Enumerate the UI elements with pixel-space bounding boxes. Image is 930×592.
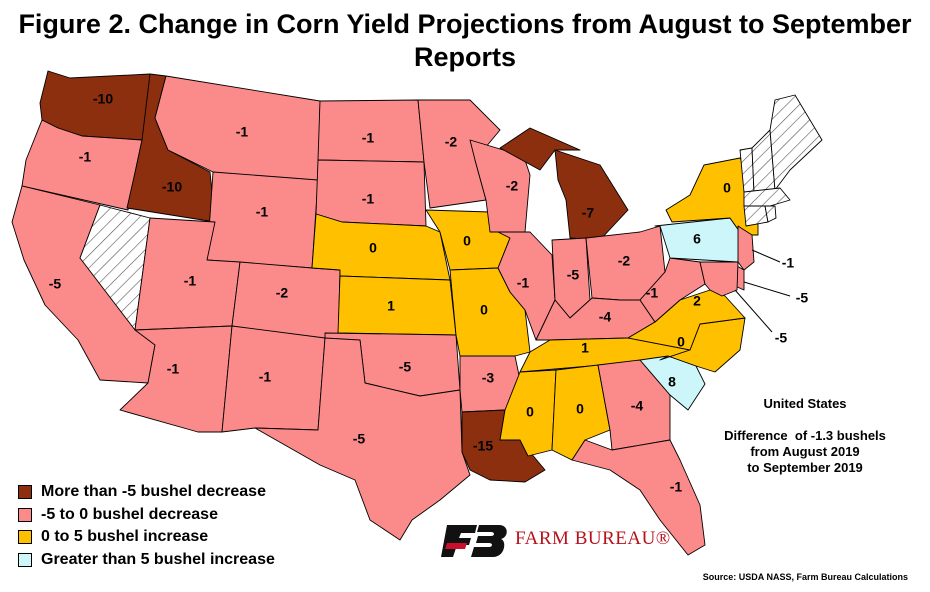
state-value-wy: -1 bbox=[256, 204, 269, 220]
state-value-az: -1 bbox=[167, 361, 180, 377]
state-value-sc: 8 bbox=[668, 374, 676, 390]
state-value-ca: -5 bbox=[49, 276, 62, 292]
state-nm bbox=[221, 325, 326, 433]
legend-label: 0 to 5 bushel increase bbox=[41, 528, 209, 546]
state-value-ar: -3 bbox=[482, 370, 495, 386]
state-value-ia: 0 bbox=[463, 233, 471, 249]
state-value-al: 0 bbox=[576, 401, 584, 417]
legend-swatch bbox=[18, 485, 32, 500]
state-value-fl: -1 bbox=[670, 479, 683, 495]
legend-label: Greater than 5 bushel increase bbox=[41, 550, 275, 568]
state-ma bbox=[743, 187, 791, 207]
state-value-ok: -5 bbox=[399, 359, 412, 375]
state-value-il: -1 bbox=[517, 275, 530, 291]
summary-line-3: to September 2019 bbox=[747, 460, 863, 475]
map-title: Figure 2. Change in Corn Yield Projectio… bbox=[18, 9, 912, 72]
farm-bureau-logo: FARM BUREAU® bbox=[441, 519, 671, 559]
state-value-pa: 6 bbox=[693, 231, 701, 247]
state-il bbox=[497, 231, 556, 341]
state-md bbox=[699, 261, 739, 297]
farm-bureau-fb-icon bbox=[441, 525, 507, 557]
state-value-in: -5 bbox=[567, 267, 580, 283]
state-value-ny: 0 bbox=[723, 180, 731, 196]
state-wy bbox=[206, 171, 319, 269]
state-ks bbox=[337, 275, 457, 336]
state-value-md: -5 bbox=[775, 330, 788, 346]
callout-line-nj bbox=[751, 249, 781, 263]
state-ri bbox=[764, 205, 777, 223]
state-value-ut: -1 bbox=[184, 273, 197, 289]
state-value-mo: 0 bbox=[480, 302, 488, 318]
legend-item: 0 to 5 bushel increase bbox=[18, 526, 275, 549]
state-value-sd: -1 bbox=[362, 191, 375, 207]
state-va bbox=[627, 289, 746, 351]
state-value-nc: 0 bbox=[677, 334, 685, 350]
state-value-oh: -2 bbox=[618, 253, 631, 269]
legend-item: More than -5 bushel decrease bbox=[18, 481, 275, 504]
state-value-ga: -4 bbox=[631, 398, 644, 414]
legend-label: More than -5 bushel decrease bbox=[41, 483, 266, 501]
state-value-va: 2 bbox=[693, 293, 701, 309]
state-value-wv: -1 bbox=[646, 285, 659, 301]
callout-line-md bbox=[734, 289, 773, 333]
legend-item: -5 to 0 bushel decrease bbox=[18, 504, 275, 527]
state-value-wa: -10 bbox=[93, 91, 113, 107]
state-value-tn: 1 bbox=[581, 340, 589, 356]
legend-swatch bbox=[18, 530, 32, 545]
state-value-co: -2 bbox=[276, 285, 289, 301]
state-value-nj: -1 bbox=[782, 255, 795, 271]
state-value-mi: -7 bbox=[582, 205, 595, 221]
state-value-nd: -1 bbox=[362, 130, 375, 146]
national-summary: United States Difference of -1.3 bushels… bbox=[700, 396, 910, 476]
farm-bureau-wordmark: FARM BUREAU® bbox=[515, 528, 671, 549]
legend-label: -5 to 0 bushel decrease bbox=[41, 505, 218, 523]
state-value-la: -15 bbox=[473, 438, 493, 454]
state-value-or: -1 bbox=[79, 149, 92, 165]
state-ct bbox=[743, 205, 769, 227]
state-nj bbox=[737, 225, 755, 271]
legend-swatch bbox=[18, 552, 32, 567]
callout-line-de bbox=[743, 281, 791, 297]
summary-title: United States bbox=[763, 396, 847, 411]
state-value-ky: -4 bbox=[599, 309, 612, 325]
state-value-ks: 1 bbox=[387, 298, 395, 314]
legend-swatch bbox=[18, 507, 32, 522]
legend: More than -5 bushel decrease -5 to 0 bush… bbox=[18, 481, 275, 571]
state-value-mn: -2 bbox=[445, 134, 458, 150]
source-note: Source: USDA NASS, Farm Bureau Calculati… bbox=[702, 572, 908, 582]
state-value-de: -5 bbox=[796, 290, 809, 306]
state-value-id: -10 bbox=[162, 179, 182, 195]
state-value-ms: 0 bbox=[526, 404, 534, 420]
state-value-mt: -1 bbox=[236, 124, 249, 140]
summary-line-2: from August 2019 bbox=[750, 444, 860, 459]
state-value-nm: -1 bbox=[259, 369, 272, 385]
legend-item: Greater than 5 bushel increase bbox=[18, 549, 275, 572]
state-value-wi: -2 bbox=[506, 178, 519, 194]
state-value-tx: -5 bbox=[353, 431, 366, 447]
summary-line-1: Difference of -1.3 bushels bbox=[724, 428, 886, 443]
state-value-ne: 0 bbox=[369, 240, 377, 256]
state-me bbox=[769, 94, 823, 191]
state-fl bbox=[571, 439, 706, 556]
state-tx bbox=[254, 337, 471, 541]
